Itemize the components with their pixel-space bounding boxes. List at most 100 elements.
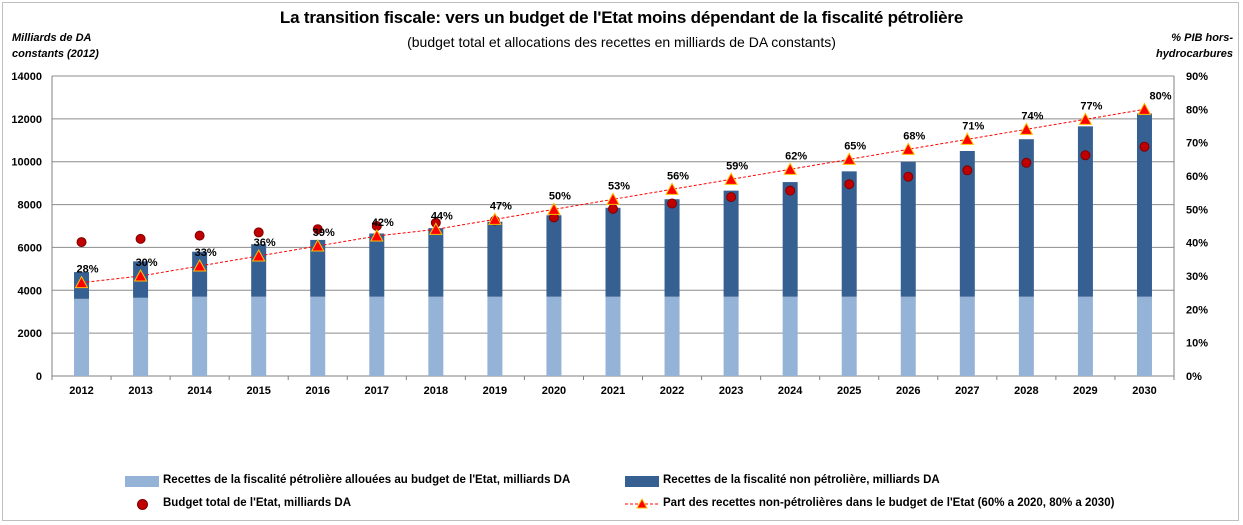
y-axis-left-label: Milliards de DA constants (2012) [12, 32, 99, 60]
bar-oil-revenue [900, 296, 916, 376]
data-label-share: 42% [372, 217, 394, 229]
y-tick-left: 4000 [18, 285, 42, 297]
dot-total-budget [1139, 141, 1150, 152]
bar-non-oil-revenue [192, 251, 208, 297]
dot-total-budget [962, 165, 973, 176]
x-tick-label: 2021 [601, 385, 625, 397]
legend-marker-total-budget [137, 499, 148, 510]
legend-label-oil-revenue: Recettes de la fiscalité pétrolière allo… [163, 474, 571, 486]
legend-marker-share-line [625, 497, 659, 509]
bar-oil-revenue [546, 296, 562, 376]
data-label-share: 28% [77, 264, 99, 276]
data-label-share: 65% [844, 140, 866, 152]
x-tick-label: 2013 [128, 385, 152, 397]
y-tick-right: 80% [1186, 104, 1208, 116]
triangle-non-oil-share [724, 172, 738, 185]
y-tick-right: 20% [1186, 304, 1208, 316]
bar-non-oil-revenue [369, 233, 385, 297]
data-label-share: 50% [549, 190, 571, 202]
triangle-non-oil-share [488, 212, 502, 225]
bar-non-oil-revenue [428, 228, 444, 297]
bar-non-oil-revenue [1018, 139, 1034, 297]
bar-non-oil-revenue [1136, 113, 1152, 297]
y-tick-right: 40% [1186, 238, 1208, 250]
triangle-non-oil-share [842, 152, 857, 165]
triangle-non-oil-share [960, 132, 975, 145]
legend-swatch-oil-revenue [125, 476, 159, 487]
x-tick-label: 2018 [424, 385, 448, 397]
dot-total-budget [253, 227, 264, 238]
x-tick-label: 2030 [1132, 385, 1156, 397]
triangle-non-oil-share [428, 222, 443, 235]
bar-oil-revenue [74, 298, 90, 376]
x-tick-label: 2020 [542, 385, 566, 397]
bar-oil-revenue [192, 296, 208, 376]
triangle-non-oil-share [1019, 122, 1034, 135]
y-tick-right: 90% [1186, 71, 1208, 83]
triangle-non-oil-share [901, 142, 916, 155]
bar-oil-revenue [251, 296, 267, 376]
y-tick-right: 30% [1186, 271, 1208, 283]
y-tick-left: 0 [36, 371, 42, 383]
x-tick-label: 2017 [365, 385, 389, 397]
x-tick-label: 2019 [483, 385, 507, 397]
y-tick-left: 6000 [18, 242, 42, 254]
dot-total-budget [726, 192, 737, 203]
triangle-non-oil-share [74, 275, 89, 289]
bar-oil-revenue [723, 296, 739, 376]
dot-total-budget [844, 179, 855, 190]
x-tick-label: 2022 [660, 385, 684, 397]
y-tick-right: 0% [1186, 371, 1202, 383]
x-tick-label: 2025 [837, 385, 861, 397]
bar-oil-revenue [310, 296, 326, 376]
y-tick-right: 10% [1186, 338, 1208, 350]
x-tick-label: 2026 [896, 385, 920, 397]
dot-total-budget [667, 198, 678, 209]
bar-non-oil-revenue [310, 239, 326, 297]
data-label-share: 77% [1080, 100, 1102, 112]
bar-non-oil-revenue [900, 161, 916, 297]
triangle-non-oil-share [251, 248, 266, 262]
bar-non-oil-revenue [605, 207, 621, 297]
dot-total-budget [903, 171, 914, 182]
data-label-share: 71% [962, 120, 984, 132]
chart-subtitle: (budget total et allocations des recette… [407, 34, 836, 50]
dot-total-budget [135, 233, 146, 244]
data-label-share: 56% [667, 170, 689, 182]
data-label-share: 36% [254, 237, 276, 249]
triangle-non-oil-share [665, 182, 679, 195]
triangle-non-oil-share [547, 202, 561, 215]
bar-oil-revenue [428, 296, 444, 376]
bar-oil-revenue [605, 296, 621, 376]
dot-total-budget [1021, 157, 1032, 168]
legend-label-non-oil-revenue: Recettes de la fiscalité non pétrolière,… [663, 474, 940, 486]
dot-total-budget [785, 185, 796, 196]
bar-oil-revenue [487, 296, 503, 376]
triangle-non-oil-share [192, 258, 207, 272]
data-label-share: 30% [136, 257, 158, 269]
data-label-share: 33% [195, 247, 217, 259]
data-label-share: 59% [726, 160, 748, 172]
triangle-non-oil-share [783, 162, 798, 175]
dot-total-budget [1080, 150, 1091, 161]
y-tick-right: 50% [1186, 204, 1208, 216]
data-label-share: 39% [313, 227, 335, 239]
x-tick-label: 2015 [246, 385, 270, 397]
bar-non-oil-revenue [841, 171, 857, 297]
bar-oil-revenue [841, 296, 857, 376]
bar-oil-revenue [1077, 296, 1093, 376]
y-tick-left: 10000 [11, 157, 42, 169]
y-tick-left: 2000 [18, 328, 42, 340]
bar-oil-revenue [959, 296, 975, 376]
legend-label-share-line: Part des recettes non-pétrolières dans l… [663, 497, 1115, 509]
x-tick-label: 2028 [1014, 385, 1038, 397]
y-tick-right: 70% [1186, 138, 1208, 150]
bar-non-oil-revenue [546, 215, 562, 297]
x-tick-label: 2029 [1073, 385, 1097, 397]
triangle-non-oil-share [369, 228, 384, 242]
y-tick-left: 12000 [11, 114, 42, 126]
bar-non-oil-revenue [1077, 126, 1093, 297]
dot-total-budget [608, 203, 618, 214]
